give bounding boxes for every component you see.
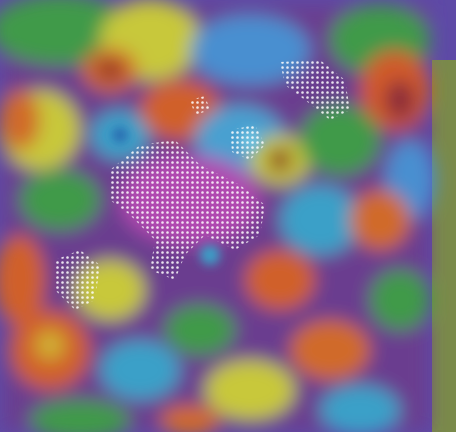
dotted-region [55, 250, 100, 310]
blob [0, 0, 130, 65]
blob [350, 190, 410, 250]
blob [30, 400, 130, 432]
blob [160, 405, 220, 432]
dotted-regions [55, 60, 350, 310]
blob [190, 15, 310, 85]
blob [165, 305, 235, 355]
blob [320, 385, 400, 432]
blob [245, 250, 315, 310]
blob [0, 235, 45, 325]
blob [370, 270, 430, 330]
dotted-region [230, 125, 265, 160]
blob [0, 90, 40, 150]
blob [290, 320, 370, 380]
blob [20, 170, 100, 230]
dotted-region [190, 96, 210, 115]
dotted-region [280, 60, 350, 120]
side-strip [432, 60, 456, 432]
blob [385, 80, 415, 120]
blob [112, 127, 128, 143]
blob [280, 185, 360, 255]
blob [100, 340, 180, 400]
blob [200, 245, 220, 265]
blob [268, 148, 292, 172]
blob [98, 60, 122, 80]
blob [205, 360, 295, 420]
blob [300, 105, 380, 175]
blob [35, 330, 65, 360]
dotted-region [110, 140, 265, 280]
